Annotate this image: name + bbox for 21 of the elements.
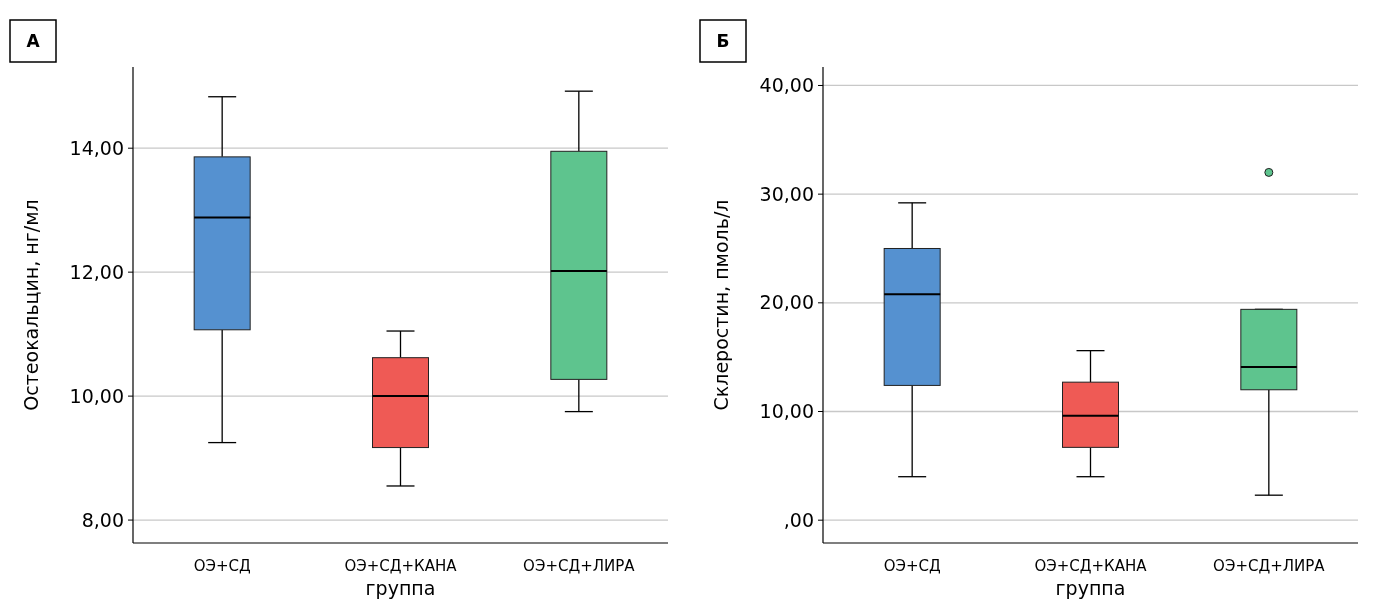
x-tick-label: ОЭ+СД+ЛИРА: [523, 557, 636, 575]
text: А: [26, 30, 41, 51]
y-tick-label: 8,00: [81, 508, 124, 531]
y-tick-label: 10,00: [69, 384, 124, 407]
text: Б: [716, 30, 730, 51]
y-axis-title: Склеростин, пмоль/л: [710, 199, 732, 411]
x-tick-label: ОЭ+СД+КАНА: [1034, 557, 1148, 575]
y-tick-label: 10,00: [759, 400, 814, 423]
y-axis-title: Остеокальцин, нг/мл: [20, 199, 42, 411]
x-tick-label: ОЭ+СД: [193, 557, 251, 575]
x-tick-label: ОЭ+СД+КАНА: [344, 557, 458, 575]
y-tick-label: ,00: [783, 508, 814, 531]
x-tick-label: ОЭ+СД+ЛИРА: [1213, 557, 1326, 575]
x-axis-title: группа: [365, 577, 436, 599]
y-tick-label: 20,00: [759, 291, 814, 314]
y-tick-label: 14,00: [69, 136, 124, 159]
y-tick-label: 30,00: [759, 182, 814, 205]
y-tick-label: 40,00: [759, 74, 814, 97]
x-axis-title: группа: [1055, 577, 1126, 599]
y-tick-label: 12,00: [69, 260, 124, 283]
x-tick-label: ОЭ+СД: [883, 557, 941, 575]
